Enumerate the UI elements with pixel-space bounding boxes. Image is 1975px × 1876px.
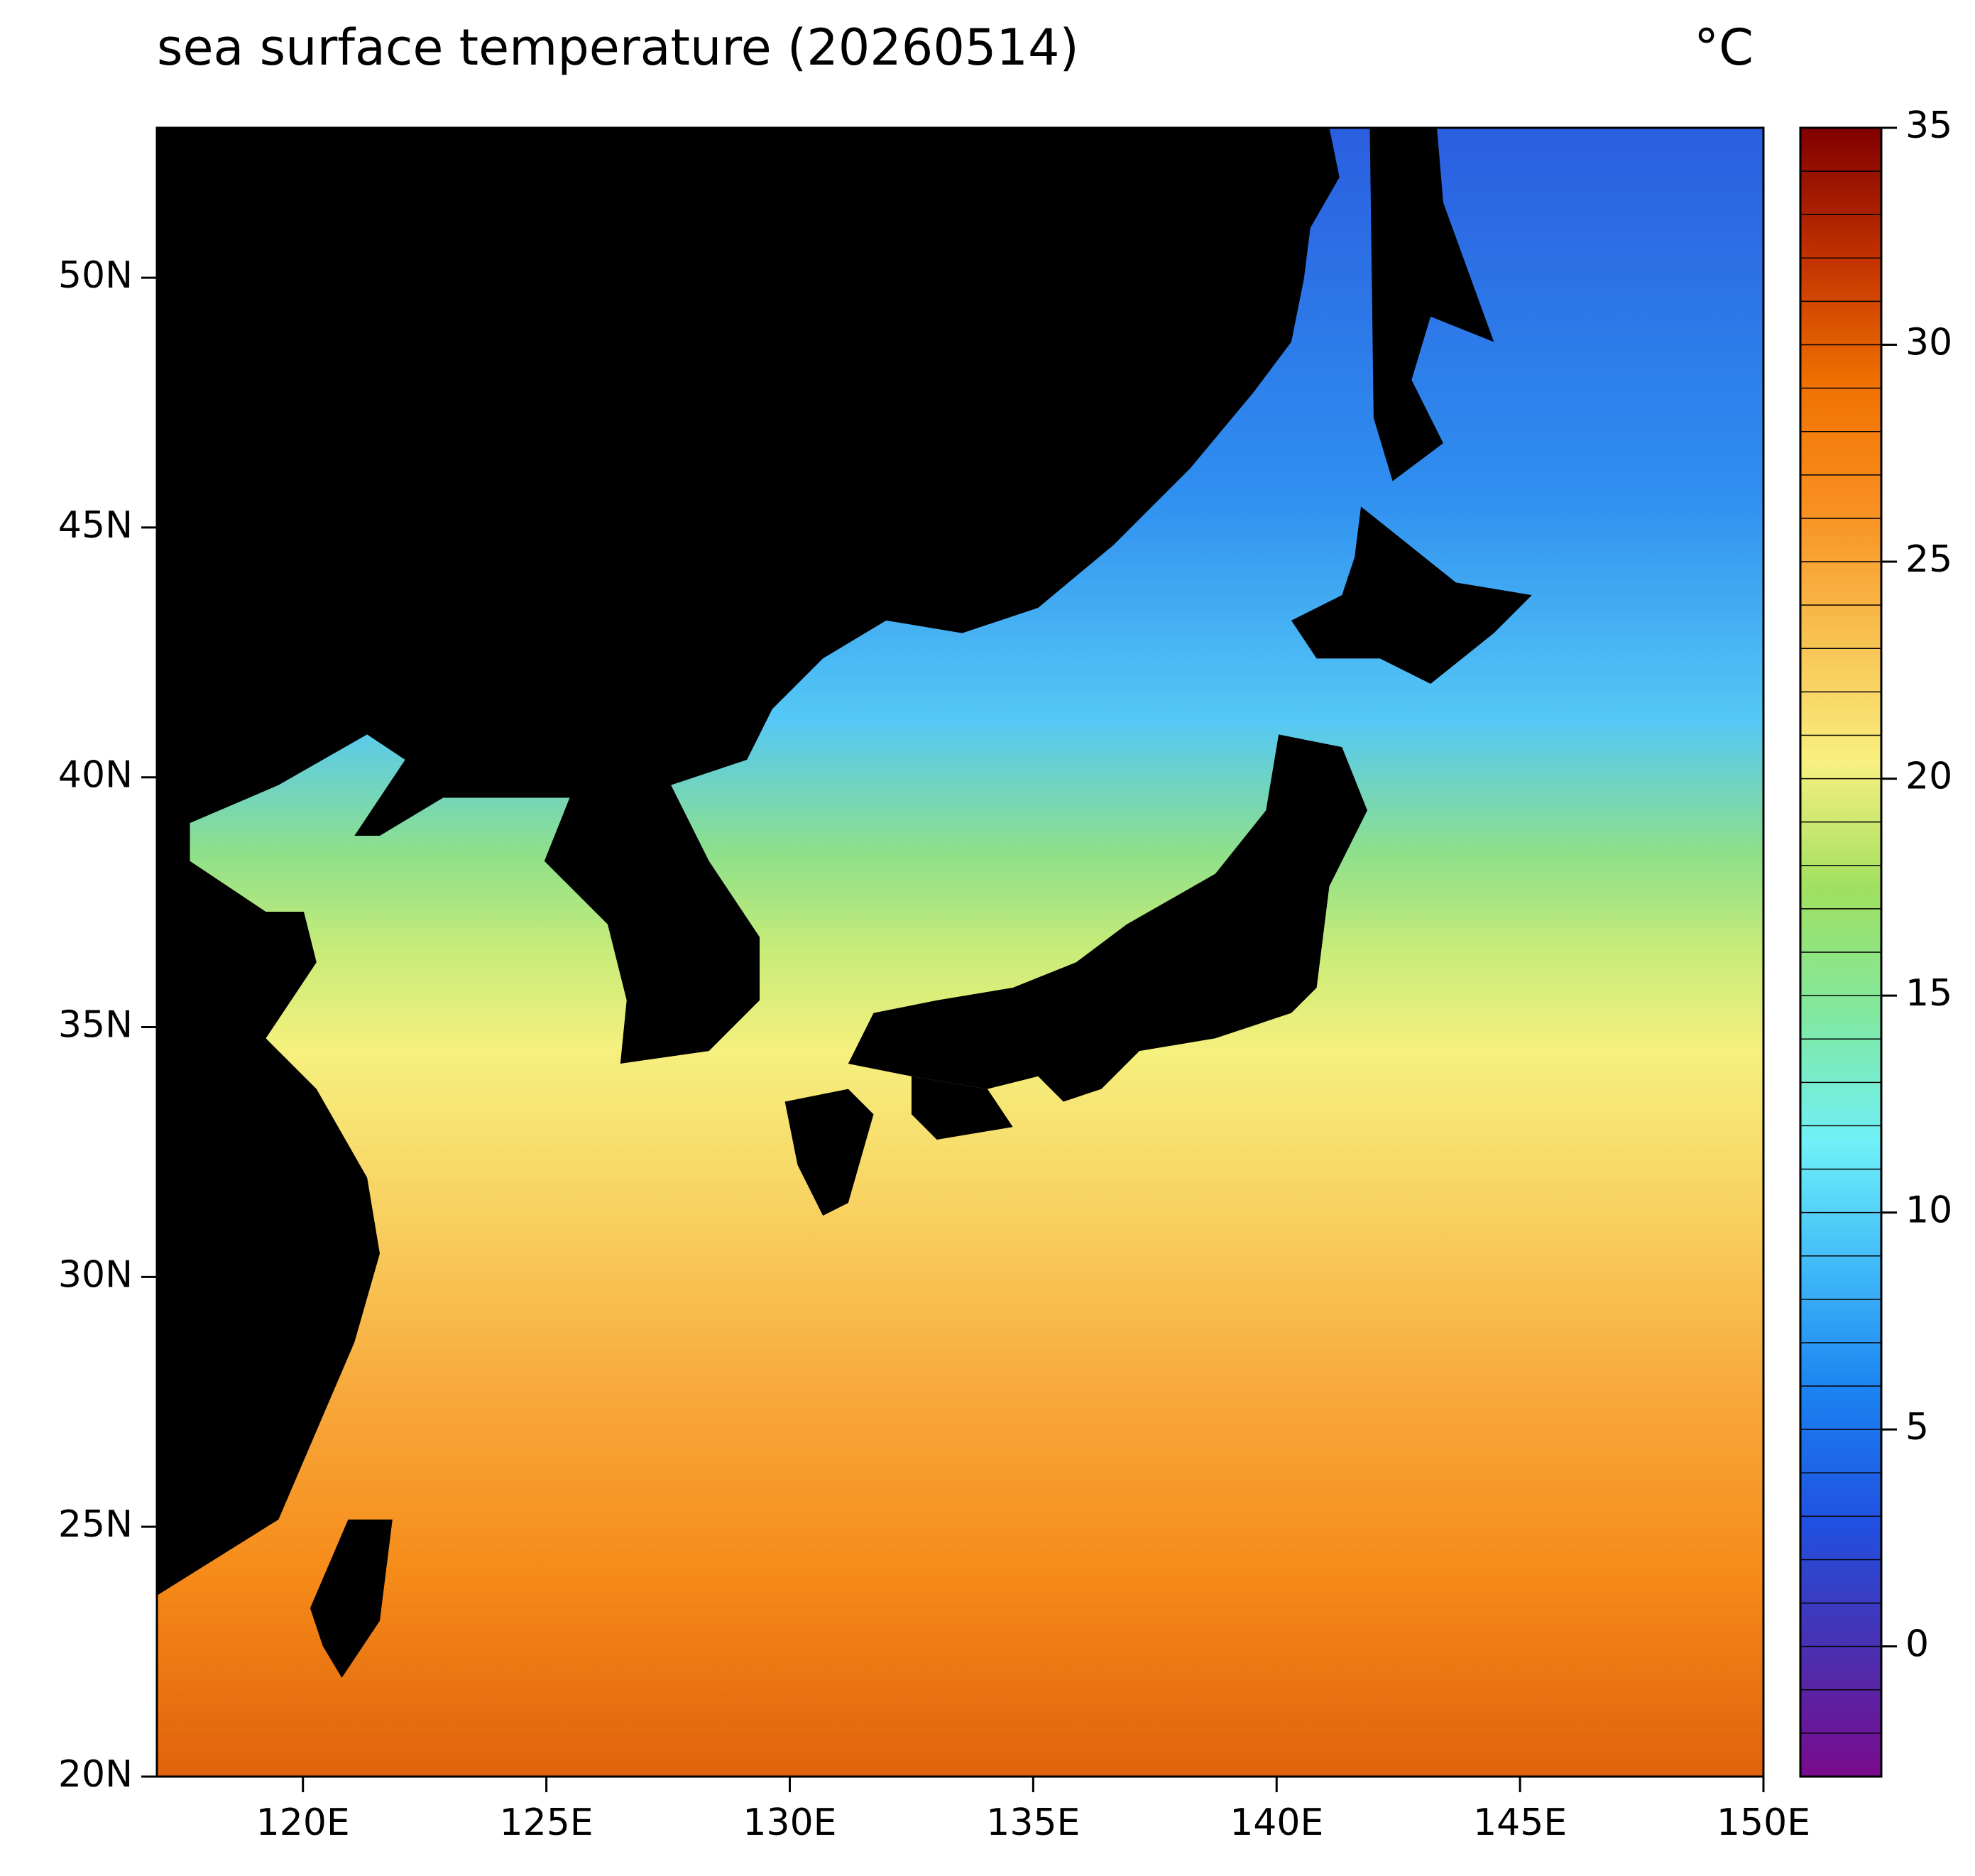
hokkaido — [1291, 506, 1532, 684]
colorbar-tick-label: 25 — [1905, 538, 1952, 581]
y-tick-label: 50N — [58, 254, 133, 297]
chart-title: sea surface temperature (20260514) — [157, 18, 1079, 77]
y-tick-label: 30N — [58, 1253, 133, 1296]
x-tick-label: 120E — [256, 1801, 350, 1844]
colorbar-tick-label: 20 — [1905, 756, 1952, 798]
y-tick-label: 20N — [58, 1753, 133, 1796]
map-field — [157, 128, 1763, 1777]
mainland — [157, 128, 1340, 1596]
colorbar-tick-label: 30 — [1905, 322, 1952, 364]
colorbar-tick-label: 10 — [1905, 1189, 1952, 1232]
x-tick-label: 125E — [500, 1801, 593, 1844]
unit-label: °C — [1694, 18, 1754, 77]
colorbar-tick-label: 15 — [1905, 972, 1952, 1015]
plot-frame — [155, 126, 1765, 1778]
colorbar-tick-label: 5 — [1905, 1406, 1929, 1449]
kyushu — [784, 1089, 874, 1216]
x-tick-label: 130E — [743, 1801, 836, 1844]
x-tick-label: 145E — [1473, 1801, 1567, 1844]
y-tick-label: 25N — [58, 1503, 133, 1546]
y-tick-label: 45N — [58, 504, 133, 547]
x-tick-label: 135E — [986, 1801, 1080, 1844]
x-tick-label: 150E — [1717, 1801, 1810, 1844]
y-tick-label: 35N — [58, 1004, 133, 1047]
colorbar-tick-label: 35 — [1905, 104, 1952, 147]
honshu — [848, 734, 1367, 1102]
taiwan — [310, 1519, 393, 1678]
x-tick-label: 140E — [1230, 1801, 1323, 1844]
sakhalin — [1369, 128, 1494, 481]
y-tick-label: 40N — [58, 754, 133, 797]
colorbar-tick-label: 0 — [1905, 1623, 1929, 1666]
land — [157, 128, 1532, 1678]
shikoku — [911, 1076, 1013, 1140]
